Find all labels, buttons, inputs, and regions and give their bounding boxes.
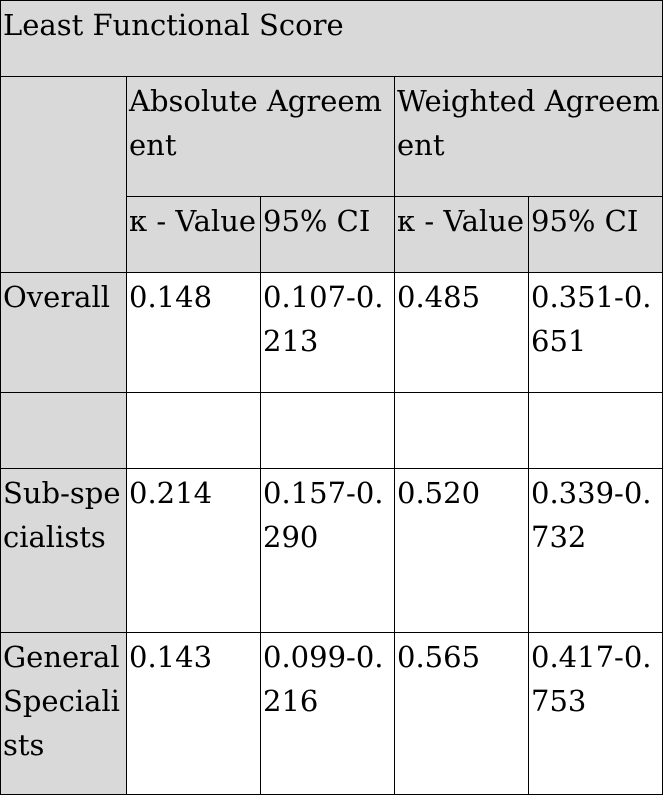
- table-cell: 0.339-0.732: [527, 468, 664, 633]
- table-cell: [126, 392, 261, 469]
- subheader-wt-kappa: κ - Value: [394, 196, 529, 273]
- table-cell: 0.214: [126, 468, 261, 633]
- table-row: General Specialists 0.143 0.099-0.216 0.…: [0, 632, 664, 795]
- table-cell: 0.148: [126, 272, 261, 393]
- table-title: Least Functional Score: [0, 0, 664, 77]
- row-label: General Specialists: [0, 632, 127, 795]
- table-row: [0, 392, 664, 469]
- table-cell: 0.107-0.213: [260, 272, 395, 393]
- table-cell: 0.157-0.290: [260, 468, 395, 633]
- row-header-corner: [0, 76, 127, 273]
- group-header-absolute: Absolute Agreement: [126, 76, 395, 197]
- table-cell: 0.143: [126, 632, 261, 795]
- table-cell: 0.485: [394, 272, 529, 393]
- table-cell: [527, 392, 664, 469]
- subheader-abs-ci: 95% CI: [260, 196, 395, 273]
- row-label: Sub-specialists: [0, 468, 127, 633]
- table-cell: [394, 392, 529, 469]
- subheader-wt-ci: 95% CI: [527, 196, 664, 273]
- table-cell: 0.417-0.753: [527, 632, 664, 795]
- row-label: Overall: [0, 272, 127, 393]
- table-cell: 0.351-0.651: [527, 272, 664, 393]
- table-row: Sub-specialists 0.214 0.157-0.290 0.520 …: [0, 468, 664, 633]
- table-cell: 0.565: [394, 632, 529, 795]
- table-cell: [260, 392, 395, 469]
- table-cell: 0.520: [394, 468, 529, 633]
- group-header-weighted: Weighted Agreement: [393, 76, 664, 197]
- table-row: Overall 0.148 0.107-0.213 0.485 0.351-0.…: [0, 272, 664, 393]
- table-cell: 0.099-0.216: [260, 632, 395, 795]
- row-label: [0, 392, 127, 469]
- subheader-abs-kappa: κ - Value: [126, 196, 261, 273]
